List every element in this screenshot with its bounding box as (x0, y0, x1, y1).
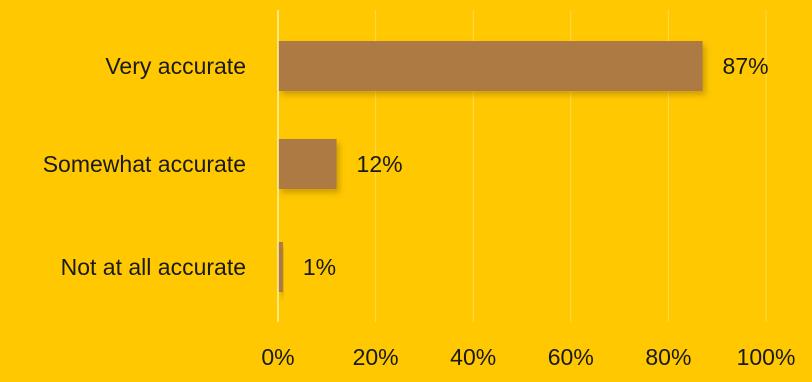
x-tick-label: 40% (450, 344, 496, 370)
bar-very-accurate (278, 41, 703, 91)
x-tick-label: 20% (353, 344, 399, 370)
x-tick-labels: 0% 20% 40% 60% 80% 100% (261, 344, 795, 370)
value-label: 12% (357, 151, 403, 177)
bar-somewhat-accurate (278, 139, 337, 189)
value-label: 1% (303, 254, 336, 280)
category-label: Not at all accurate (61, 254, 246, 280)
category-label: Somewhat accurate (43, 151, 246, 177)
bars (278, 41, 703, 292)
category-labels: Very accurate Somewhat accurate Not at all… (43, 53, 246, 280)
x-tick-label: 60% (548, 344, 594, 370)
value-label: 87% (723, 53, 769, 79)
x-tick-label: 100% (737, 344, 796, 370)
value-labels: 87% 12% 1% (303, 53, 769, 280)
x-tick-label: 0% (261, 344, 294, 370)
x-tick-label: 80% (645, 344, 691, 370)
category-label: Very accurate (105, 53, 246, 79)
bar-not-at-all-accurate (278, 242, 283, 292)
